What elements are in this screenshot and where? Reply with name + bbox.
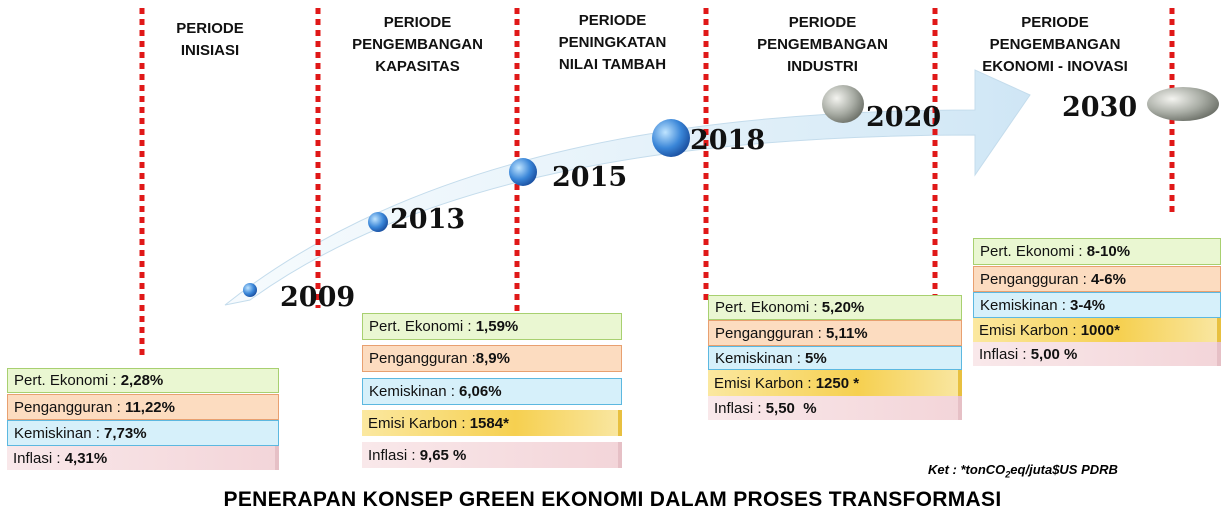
indicator-label: Inflasi : <box>13 450 65 467</box>
indicator-row: Pert. Ekonomi : 5,20% <box>708 295 962 320</box>
milestone-ball <box>509 158 537 186</box>
indicator-label: Kemiskinan : <box>369 383 459 400</box>
indicator-label: Pengangguran : <box>980 271 1091 288</box>
indicator-label: Pert. Ekonomi : <box>369 318 476 335</box>
indicator-row: Inflasi : 4,31% <box>7 446 279 470</box>
indicator-label: Pengangguran : <box>14 399 125 416</box>
header-line: PERIODE <box>945 12 1165 34</box>
year-label: 2018 <box>690 125 765 156</box>
note-text: eq/juta$US PDRB <box>1010 462 1118 477</box>
indicator-label: Emisi Karbon : <box>979 322 1081 339</box>
indicator-row: Inflasi : 9,65 % <box>362 442 622 468</box>
indicator-value: 4-6% <box>1091 271 1126 288</box>
note: Ket : *tonCO2eq/juta$US PDRB <box>928 462 1118 480</box>
milestone-ball <box>368 212 388 232</box>
indicator-row: Pengangguran : 11,22% <box>7 394 279 420</box>
indicator-row: Pengangguran : 5,11% <box>708 320 962 346</box>
indicator-value: 4,31% <box>65 450 108 467</box>
indicator-row: Pert. Ekonomi : 2,28% <box>7 368 279 393</box>
header-line: EKONOMI - INOVASI <box>945 56 1165 78</box>
indicator-label: Inflasi : <box>368 447 420 464</box>
indicator-value: 3-4% <box>1070 297 1105 314</box>
header-line: PERIODE <box>715 12 930 34</box>
indicator-row: Kemiskinan : 5% <box>708 346 962 370</box>
header-line: INISIASI <box>150 40 270 62</box>
indicator-value: 1584* <box>470 415 509 432</box>
indicator-value: 8,9% <box>476 350 510 367</box>
header-line: PENINGKATAN <box>525 32 700 54</box>
indicator-value: 7,73% <box>104 425 147 442</box>
infographic: PERIODEINISIASI PERIODEPENGEMBANGANKAPAS… <box>0 0 1225 518</box>
indicator-label: Kemiskinan : <box>980 297 1070 314</box>
indicator-value: 5,00 % <box>1031 346 1078 363</box>
indicator-row: Emisi Karbon : 1000* <box>973 318 1221 342</box>
indicator-row: Pert. Ekonomi : 8-10% <box>973 238 1221 265</box>
indicator-row: Inflasi : 5,00 % <box>973 342 1221 366</box>
header-line: PENGEMBANGAN <box>945 34 1165 56</box>
indicator-row: Pengangguran :8,9% <box>362 345 622 372</box>
milestone-ball <box>1147 87 1219 121</box>
year-label: 2020 <box>866 102 941 133</box>
indicator-label: Inflasi : <box>979 346 1031 363</box>
indicator-label: Pert. Ekonomi : <box>715 299 822 316</box>
footer-title: PENERAPAN KONSEP GREEN EKONOMI DALAM PRO… <box>0 488 1225 512</box>
indicator-label: Kemiskinan : <box>14 425 104 442</box>
indicator-value: 5,50 % <box>766 400 817 417</box>
indicator-value: 1000* <box>1081 322 1120 339</box>
milestone-ball <box>652 119 690 157</box>
indicator-label: Inflasi : <box>714 400 766 417</box>
indicator-label: Pengangguran : <box>715 325 826 342</box>
year-label: 2015 <box>552 162 627 193</box>
indicator-label: Kemiskinan : <box>715 350 805 367</box>
indicator-value: 9,65 % <box>420 447 467 464</box>
milestone-ball <box>822 85 864 123</box>
year-label: 2009 <box>280 282 355 313</box>
indicator-row: Kemiskinan : 6,06% <box>362 378 622 405</box>
indicator-value: 1250 * <box>816 375 859 392</box>
header-line: INDUSTRI <box>715 56 930 78</box>
indicator-row: Pengangguran : 4-6% <box>973 266 1221 292</box>
year-label: 2030 <box>1062 92 1137 123</box>
header-line: KAPASITAS <box>325 56 510 78</box>
indicator-value: 5% <box>805 350 827 367</box>
header-line: PENGEMBANGAN <box>325 34 510 56</box>
indicator-row: Inflasi : 5,50 % <box>708 396 962 420</box>
note-text: Ket : *tonCO <box>928 462 1005 477</box>
indicator-label: Pert. Ekonomi : <box>14 372 121 389</box>
indicator-value: 11,22% <box>125 399 175 416</box>
indicator-label: Pengangguran : <box>369 350 476 367</box>
indicator-label: Emisi Karbon : <box>368 415 470 432</box>
indicator-row: Pert. Ekonomi : 1,59% <box>362 313 622 340</box>
indicator-row: Kemiskinan : 7,73% <box>7 420 279 446</box>
indicator-value: 2,28% <box>121 372 164 389</box>
indicator-value: 5,20% <box>822 299 865 316</box>
header-line: PERIODE <box>525 10 700 32</box>
milestone-ball <box>243 283 257 297</box>
indicator-value: 5,11% <box>826 325 868 342</box>
indicator-label: Emisi Karbon : <box>714 375 816 392</box>
indicator-value: 8-10% <box>1087 243 1130 260</box>
header-line: NILAI TAMBAH <box>525 54 700 76</box>
indicator-row: Emisi Karbon : 1250 * <box>708 370 962 396</box>
indicator-value: 1,59% <box>476 318 519 335</box>
indicator-row: Emisi Karbon : 1584* <box>362 410 622 436</box>
indicator-label: Pert. Ekonomi : <box>980 243 1087 260</box>
indicator-value: 6,06% <box>459 383 502 400</box>
year-label: 2013 <box>390 204 465 235</box>
header-line: PERIODE <box>325 12 510 34</box>
header-line: PERIODE <box>150 18 270 40</box>
indicator-row: Kemiskinan : 3-4% <box>973 292 1221 318</box>
header-line: PENGEMBANGAN <box>715 34 930 56</box>
